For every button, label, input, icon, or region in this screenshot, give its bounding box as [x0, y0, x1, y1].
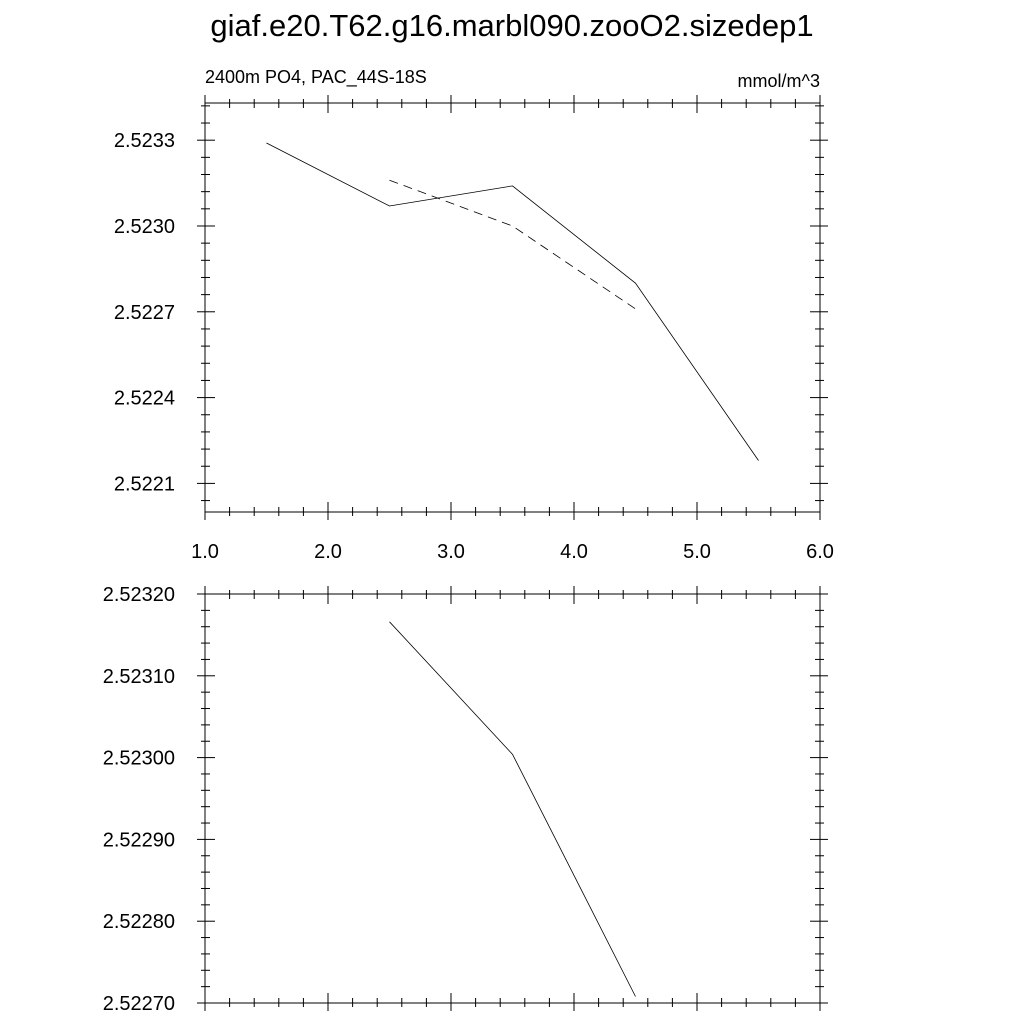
dashed-series-line — [389, 179, 636, 310]
y-tick-label: 2.5227 — [114, 302, 175, 324]
subtitle-right: mmol/m^3 — [738, 71, 820, 91]
y-tick-label: 2.52300 — [103, 748, 175, 770]
y-tick-label: 2.5221 — [114, 473, 175, 495]
solid-series-line — [266, 142, 759, 461]
y-tick-label: 2.52310 — [103, 666, 175, 688]
y-tick-label: 2.52290 — [103, 829, 175, 851]
bottom-panel: 2.52320 2.52310 2.52300 2.52290 2.52280 2.522… — [103, 584, 828, 1015]
chart-title: giaf.e20.T62.g16.marbl090.zooO2.sizedep1 — [210, 8, 814, 43]
x-tick-label: 2.0 — [314, 541, 342, 563]
subtitle-left: 2400m PO4, PAC_44S-18S — [205, 67, 427, 88]
y-tick-label: 2.5230 — [114, 216, 175, 238]
plot-frame — [204, 102, 821, 513]
y-tick-label: 2.5233 — [114, 130, 175, 152]
plot-frame — [204, 593, 821, 1004]
x-tick-label: 3.0 — [437, 541, 465, 563]
x-tick-label: 6.0 — [806, 541, 834, 563]
y-tick-label: 2.52280 — [103, 911, 175, 933]
x-tick-label: 4.0 — [560, 541, 588, 563]
y-tick-label: 2.52320 — [103, 584, 175, 606]
x-tick-label: 5.0 — [683, 541, 711, 563]
top-panel: 2.5233 2.5230 2.5227 2.5224 2.5221 1.0 2.0 3.0 4… — [114, 67, 834, 563]
y-tick-label: 2.52270 — [103, 993, 175, 1015]
y-tick-label: 2.5224 — [114, 388, 175, 410]
solid-series-line — [389, 621, 636, 997]
x-tick-label: 1.0 — [191, 541, 219, 563]
